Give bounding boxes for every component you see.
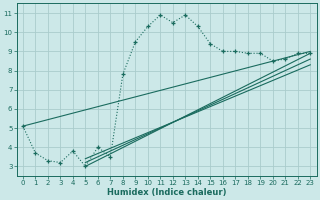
X-axis label: Humidex (Indice chaleur): Humidex (Indice chaleur) [107, 188, 226, 197]
